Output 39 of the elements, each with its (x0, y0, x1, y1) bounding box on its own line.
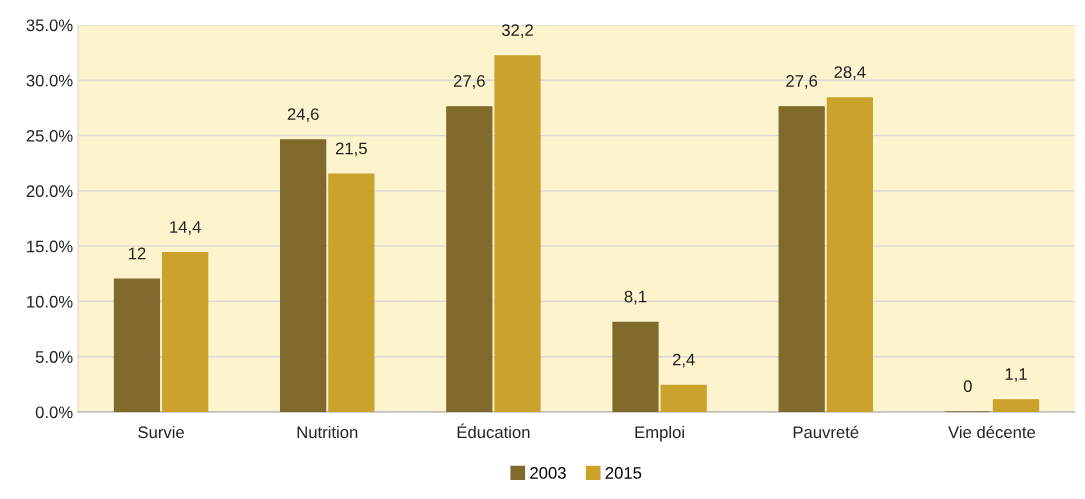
x-tick-label: Nutrition (297, 425, 358, 439)
bar (992, 399, 1040, 412)
x-tick-label: Vie décente (948, 425, 1036, 439)
x-tick-label: Pauvreté (793, 425, 859, 439)
legend-label: 2015 (605, 467, 642, 479)
data-label: 28,4 (834, 66, 866, 80)
bar (162, 252, 209, 412)
data-label: 14,4 (170, 221, 201, 235)
data-label: 24,6 (287, 108, 319, 122)
data-label: 27,6 (453, 75, 485, 89)
y-tick-label: 20.0% (26, 185, 73, 198)
y-tick-label: 35.0% (26, 19, 73, 32)
bar (660, 384, 707, 412)
data-label: 12 (128, 247, 146, 260)
data-label: 27,6 (786, 75, 818, 89)
x-tick-label: Emploi (635, 425, 684, 442)
legend-label: 2003 (530, 467, 566, 479)
bar (778, 106, 825, 412)
data-label: 8,1 (624, 290, 647, 305)
y-tick-label: 5.0% (35, 351, 73, 363)
bar (612, 321, 659, 412)
bar (826, 97, 873, 412)
data-label: 1,1 (1005, 368, 1027, 382)
y-tick-label: 0.0% (35, 406, 73, 419)
data-label: 21,5 (335, 142, 367, 157)
bar (494, 55, 541, 412)
x-tick-label: Éducation (457, 423, 530, 439)
y-tick-label: 10.0% (27, 295, 73, 308)
data-label: 2,4 (672, 353, 695, 368)
data-label: 32,2 (501, 24, 533, 38)
y-tick-label: 15.0% (27, 240, 73, 253)
bar (446, 106, 493, 412)
bar (113, 278, 161, 412)
y-tick-label: 30.0% (26, 74, 73, 87)
x-tick-label: Survie (138, 425, 184, 439)
bar (280, 139, 327, 412)
bar (328, 173, 375, 412)
data-label: 0 (963, 380, 972, 393)
y-tick-label: 25.0% (26, 129, 73, 142)
